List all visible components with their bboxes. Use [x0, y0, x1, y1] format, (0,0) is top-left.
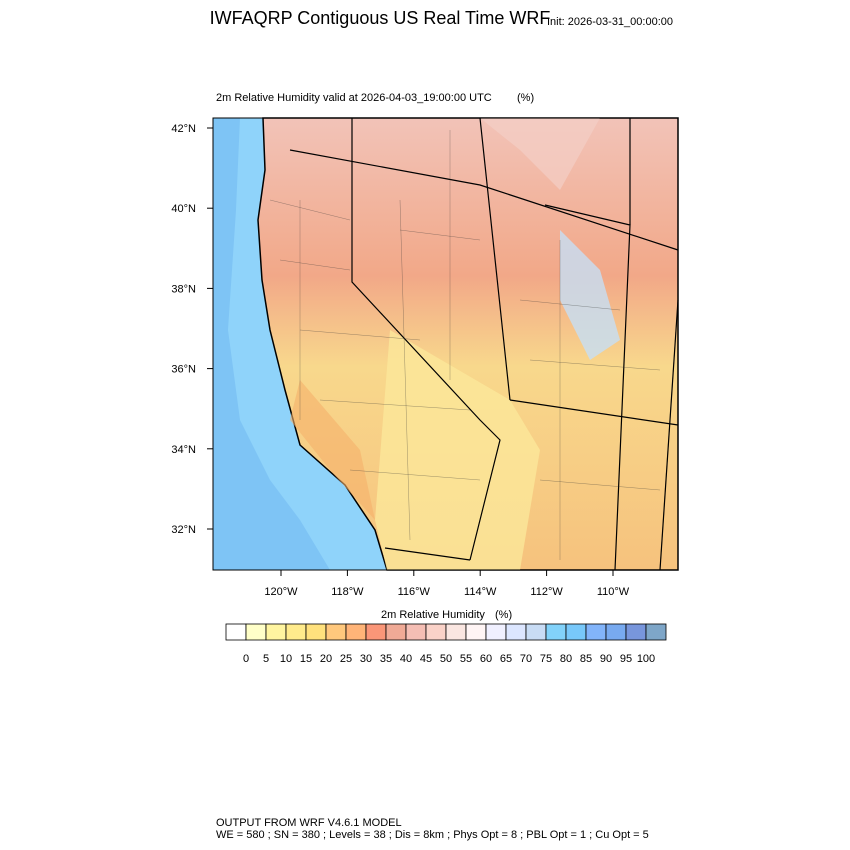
colorbar-label: 35 [380, 653, 392, 665]
coastal-band [290, 380, 375, 520]
colorbar-label: 15 [300, 653, 312, 665]
colorbar-box [385, 623, 407, 641]
mountain-region [560, 230, 620, 360]
colorbar-box [445, 623, 467, 641]
colorbar-box [505, 623, 527, 641]
lat-label: 42°N [171, 123, 196, 135]
lat-label: 38°N [171, 283, 196, 295]
colorbar-label: 85 [580, 653, 592, 665]
colorbar-box [545, 623, 567, 641]
county-lines [269, 130, 661, 560]
colorbar-box [285, 623, 307, 641]
colorbar-box [345, 623, 367, 641]
colorbar-box [425, 623, 447, 641]
colorbar-box [305, 623, 327, 641]
footer-line: OUTPUT FROM WRF V4.6.1 MODEL [216, 817, 402, 829]
colorbar-label: 30 [360, 653, 372, 665]
title: IWFAQRP Contiguous US Real Time WRF [210, 8, 551, 28]
deep-ocean [213, 118, 330, 570]
colorbar-label: 55 [460, 653, 472, 665]
colorbar-box [465, 623, 487, 641]
lon-label: 120°W [264, 586, 298, 598]
map-frame [212, 117, 679, 571]
desert-region [375, 330, 540, 570]
colorbar-label: 50 [440, 653, 452, 665]
colorbar-label: 45 [420, 653, 432, 665]
colorbar-box [605, 623, 627, 641]
lat-label: 40°N [171, 203, 196, 215]
colorbar-label: 95 [620, 653, 632, 665]
colorbar-box [565, 623, 587, 641]
colorbar-units: (%) [495, 609, 512, 621]
state-borders [289, 117, 679, 571]
colorbar-box [365, 623, 387, 641]
colorbar-box [325, 623, 347, 641]
map-units: (%) [517, 92, 534, 104]
colorbar-label: 65 [500, 653, 512, 665]
lat-axis: 42°N 40°N 38°N 36°N 34°N 32°N [171, 123, 213, 536]
colorbar: 0 5 10 15 20 25 30 35 40 45 50 55 60 65 70 75 80 85 90 95 10… [225, 623, 667, 665]
colorbar-box [265, 623, 287, 641]
map [212, 117, 679, 571]
colorbar-label: 75 [540, 653, 552, 665]
lon-label: 118°W [331, 586, 364, 598]
colorbar-label: 70 [520, 653, 532, 665]
colorbar-label: 25 [340, 653, 352, 665]
colorbar-label: 10 [280, 653, 292, 665]
lon-label: 116°W [398, 586, 431, 598]
lat-label: 36°N [171, 364, 196, 376]
colorbar-label: 60 [480, 653, 492, 665]
init-time: Init: 2026-03-31_00:00:00 [547, 16, 673, 28]
colorbar-label: 0 [243, 653, 249, 665]
colorbar-label: 100 [637, 653, 655, 665]
north-region [263, 118, 600, 190]
colorbar-label: 20 [320, 653, 332, 665]
colorbar-title: 2m Relative Humidity [381, 609, 485, 621]
lat-label: 32°N [171, 524, 196, 536]
colorbar-label: 5 [263, 653, 269, 665]
colorbar-label: 90 [600, 653, 612, 665]
colorbar-box [485, 623, 507, 641]
lat-label: 34°N [171, 444, 196, 456]
colorbar-box [525, 623, 547, 641]
colorbar-box [645, 623, 667, 641]
lon-label: 110°W [597, 586, 630, 598]
footer-line: WE = 580 ; SN = 380 ; Levels = 38 ; Dis … [216, 829, 649, 841]
colorbar-box [405, 623, 427, 641]
lon-label: 114°W [464, 586, 497, 598]
colorbar-label: 80 [560, 653, 572, 665]
colorbar-box [225, 623, 247, 641]
colorbar-label: 40 [400, 653, 412, 665]
lon-label: 112°W [530, 586, 563, 598]
map-subtitle: 2m Relative Humidity valid at 2026-04-03… [216, 92, 492, 104]
colorbar-box [585, 623, 607, 641]
lon-axis: 120°W 118°W 116°W 114°W 112°W 110°W [264, 570, 630, 598]
colorbar-box [625, 623, 647, 641]
colorbar-box [245, 623, 267, 641]
